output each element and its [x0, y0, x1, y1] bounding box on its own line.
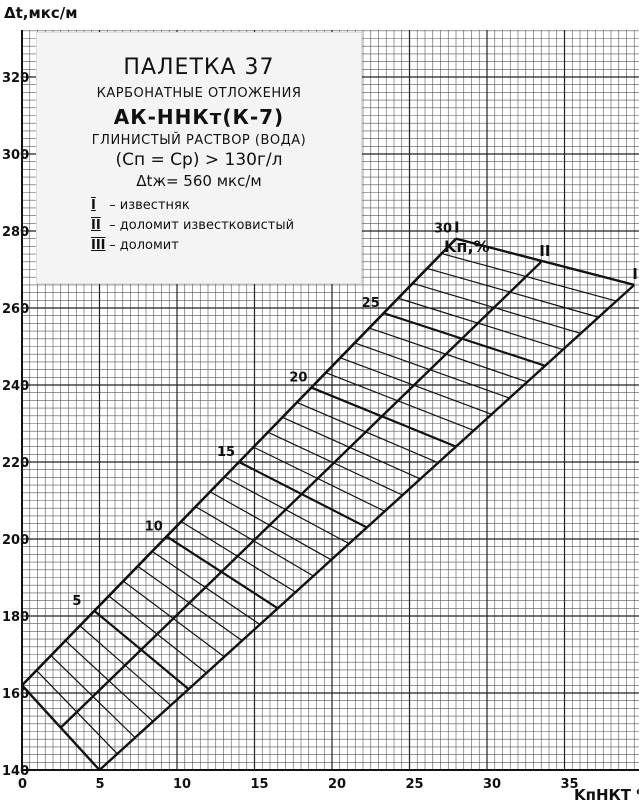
- x-tick-label: 20: [328, 777, 346, 792]
- kn-isoline: [180, 521, 296, 593]
- y-tick-label: 280: [2, 225, 29, 240]
- legend-item: III – доломит: [91, 236, 361, 256]
- kn-isoline: [238, 461, 368, 529]
- y-tick-label: 160: [2, 687, 29, 702]
- legend-key: II: [91, 218, 101, 233]
- kn-label: 10: [145, 519, 163, 534]
- kn-isoline: [296, 401, 439, 464]
- x-axis-label: KпНКТ %: [574, 786, 639, 804]
- kn-axis-label: Kп,%: [444, 237, 490, 256]
- palette-curves: [21, 237, 636, 771]
- x-tick-label: 0: [18, 777, 27, 792]
- y-tick-label: 260: [2, 302, 29, 317]
- kn-isoline: [310, 386, 457, 448]
- kn-isoline: [253, 446, 385, 512]
- kn-isoline: [412, 282, 581, 334]
- kn-isoline: [224, 476, 350, 545]
- kn-isoline: [137, 565, 243, 642]
- lithology-label: I: [454, 219, 460, 237]
- kn-label: 5: [72, 594, 81, 609]
- lithology-label: III: [632, 265, 639, 283]
- kn-isoline: [108, 595, 207, 674]
- kn-isoline: [369, 327, 528, 383]
- kn-isoline: [64, 640, 154, 722]
- series-line: [455, 237, 635, 287]
- x-tick-label: 30: [483, 777, 501, 792]
- mud-label: ГЛИНИСТЫЙ РАСТВОР (ВОДА): [91, 133, 307, 148]
- kn-isoline: [151, 550, 261, 625]
- kn-isoline: [166, 535, 279, 610]
- x-tick-label: 35: [561, 777, 579, 792]
- kn-isoline: [340, 357, 492, 415]
- y-tick-label: 320: [2, 71, 29, 86]
- kn-isoline: [282, 416, 421, 480]
- y-tick-label: 180: [2, 610, 29, 625]
- kn-label: 15: [217, 445, 235, 460]
- x-tick-label: 25: [406, 777, 424, 792]
- kn-isoline: [426, 267, 599, 318]
- y-tick-label: 300: [2, 148, 29, 163]
- x-tick-labels: 0 5 10 15 20 25 30 35: [18, 777, 579, 792]
- x-tick-label: 15: [251, 777, 269, 792]
- kn-isoline: [209, 491, 332, 561]
- lithology-label: II: [539, 242, 550, 260]
- x-tick-label: 5: [96, 777, 105, 792]
- y-tick-label: 140: [2, 764, 29, 779]
- kn-isoline: [383, 312, 546, 367]
- y-tick-labels: 140 160 180 200 220 240 260 280 300 320: [2, 71, 29, 779]
- condition-label: (Cп = Cр) > 130г/л: [115, 150, 283, 170]
- legend-text: – доломит: [109, 238, 179, 253]
- grid-major: [21, 30, 639, 771]
- kn-labels: 51015202530IIIIII: [72, 219, 639, 609]
- y-tick-label: 240: [2, 379, 29, 394]
- kn-isoline: [79, 625, 172, 706]
- method-label: АК-ННКт(К-7): [113, 105, 285, 129]
- kn-isoline: [441, 253, 617, 302]
- legend-key: III: [91, 238, 106, 253]
- legend-text: – доломит известковистый: [109, 218, 295, 233]
- kn-label: 30: [434, 222, 452, 237]
- legend-list: I – известняк II – доломит известковисты…: [91, 196, 361, 256]
- legend-panel: ПАЛЕТКА 37 КАРБОНАТНЫЕ ОТЛОЖЕНИЯ АК-ННКт…: [36, 32, 362, 284]
- chart-title: ПАЛЕТКА 37: [123, 55, 275, 80]
- fluid-dt-label: Δtж= 560 мкс/м: [136, 172, 262, 190]
- legend-item: II – доломит известковистый: [91, 216, 361, 236]
- kn-label: 20: [289, 371, 307, 386]
- kn-isoline: [93, 610, 190, 690]
- kn-isoline: [354, 342, 510, 399]
- legend-item: I – известняк: [91, 196, 361, 216]
- chart-subtitle: КАРБОНАТНЫЕ ОТЛОЖЕНИЯ: [96, 86, 302, 101]
- y-tick-label: 220: [2, 456, 29, 471]
- kn-label: 25: [362, 296, 380, 311]
- kn-isoline: [50, 655, 136, 739]
- legend-key: I: [91, 198, 96, 213]
- y-axis-label: Δt,мкс/м: [4, 4, 78, 22]
- kn-isoline: [36, 669, 118, 755]
- kn-isoline: [325, 372, 475, 431]
- kn-isoline: [195, 506, 314, 577]
- kn-isoline: [267, 431, 403, 496]
- x-tick-label: 10: [173, 777, 191, 792]
- legend-text: – известняк: [109, 198, 190, 213]
- kn-isoline: [397, 297, 564, 351]
- kn-isoline: [122, 580, 225, 658]
- y-tick-label: 200: [2, 533, 29, 548]
